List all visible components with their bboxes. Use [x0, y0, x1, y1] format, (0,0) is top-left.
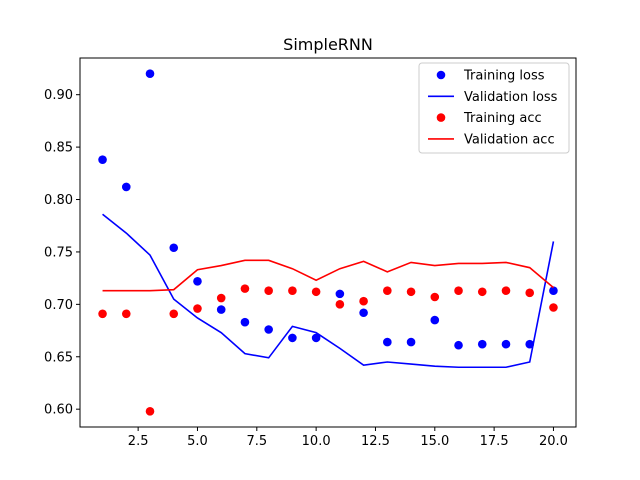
- data-point: [311, 333, 321, 343]
- x-tick-label: 20.0: [539, 434, 568, 449]
- data-point: [383, 286, 392, 296]
- x-tick-label: 10.0: [302, 434, 331, 449]
- y-tick-label: 0.90: [44, 88, 73, 103]
- axes-frame: [79, 57, 577, 428]
- y-tick-label: 0.75: [44, 245, 73, 260]
- data-point: [501, 286, 511, 296]
- series-2: [98, 284, 558, 416]
- data-point: [549, 303, 558, 312]
- x-tick-label: 2.5: [128, 434, 149, 449]
- data-point: [145, 406, 155, 416]
- data-point: [193, 304, 202, 313]
- data-point: [169, 243, 179, 253]
- data-point: [406, 287, 416, 297]
- y-tick-label: 0.70: [44, 298, 73, 313]
- data-point: [430, 315, 440, 325]
- chart-title: SimpleRNN: [283, 35, 373, 54]
- data-point: [98, 155, 107, 164]
- data-point: [264, 325, 273, 334]
- data-point: [454, 340, 463, 350]
- data-point: [549, 286, 558, 296]
- series-line: [102, 213, 555, 369]
- series-0: [98, 69, 558, 350]
- x-tick-label: 17.5: [480, 434, 509, 449]
- legend: Training loss Validation loss Training acc…: [418, 62, 570, 154]
- data-point: [169, 309, 179, 319]
- data-point: [145, 69, 155, 79]
- data-point: [359, 308, 368, 318]
- data-point: [121, 182, 131, 192]
- y-tick-label: 0.85: [44, 141, 73, 156]
- legend-box: [418, 62, 570, 154]
- data-point: [406, 337, 416, 347]
- data-point: [335, 289, 345, 299]
- y-tick-label: 0.60: [44, 403, 73, 418]
- data-point: [525, 339, 535, 349]
- data-point: [98, 309, 107, 319]
- data-point: [359, 296, 368, 306]
- plot-area: 2.5 5.0 7.5 10.0 12.5 15.0 17.5 20.0 0.60 0.65 0.7…: [44, 57, 577, 449]
- series-line: [102, 259, 554, 292]
- data-point: [311, 287, 321, 297]
- data-point: [216, 305, 226, 314]
- y-tick-label: 0.65: [44, 350, 73, 365]
- data-point: [383, 337, 392, 347]
- legend-item-3: Validation acc: [428, 132, 555, 147]
- data-point: [501, 339, 511, 349]
- legend-label: Training acc: [463, 111, 542, 126]
- data-point: [216, 293, 226, 303]
- data-point: [430, 292, 440, 302]
- data-point: [477, 339, 487, 349]
- legend-point-marker: [436, 113, 446, 122]
- series-1: [102, 213, 555, 369]
- series-3: [102, 259, 554, 292]
- x-tick-label: 12.5: [361, 434, 390, 449]
- data-point: [288, 333, 297, 343]
- data-point: [240, 317, 250, 327]
- data-point: [193, 276, 202, 286]
- data-point: [264, 286, 273, 296]
- data-point: [477, 287, 487, 297]
- legend-label: Validation loss: [464, 90, 558, 105]
- data-point: [288, 286, 297, 296]
- data-point: [525, 288, 535, 298]
- x-tick-label: 7.5: [246, 434, 267, 449]
- legend-point-marker: [436, 70, 446, 80]
- legend-item-1: Validation loss: [428, 90, 558, 105]
- data-point: [121, 309, 131, 319]
- data-point: [454, 286, 463, 296]
- legend-label: Training loss: [463, 69, 545, 84]
- legend-label: Validation acc: [464, 132, 555, 147]
- legend-item-2: Training acc: [436, 111, 542, 126]
- x-tick-label: 15.0: [420, 434, 449, 449]
- y-tick-label: 0.80: [44, 193, 73, 208]
- data-point: [335, 300, 345, 309]
- x-tick-label: 5.0: [187, 434, 208, 449]
- data-point: [240, 284, 250, 293]
- legend-item-0: Training loss: [436, 69, 545, 84]
